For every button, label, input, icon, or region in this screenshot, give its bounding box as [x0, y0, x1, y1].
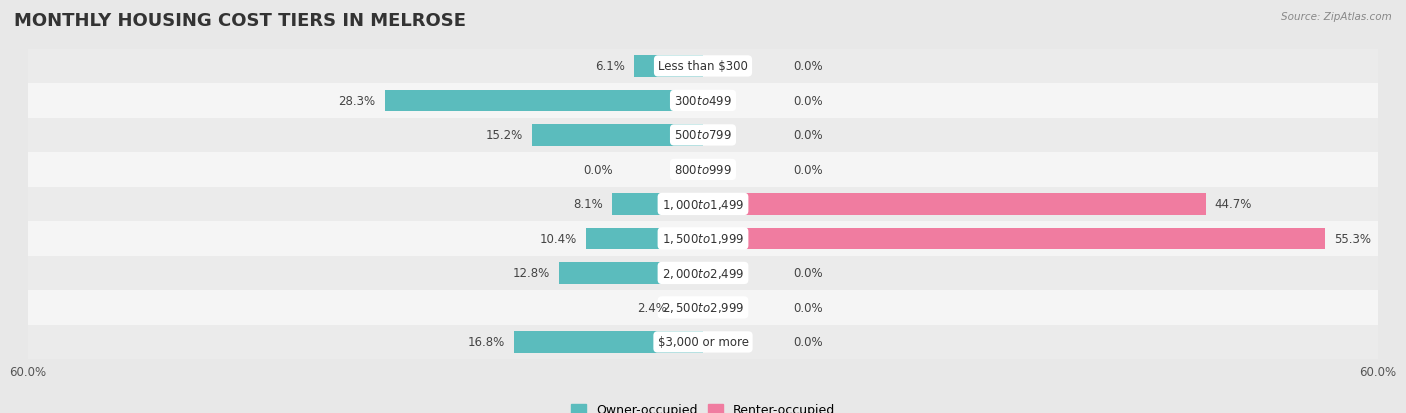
Bar: [586, 228, 703, 249]
Text: $500 to $799: $500 to $799: [673, 129, 733, 142]
Text: 0.0%: 0.0%: [793, 301, 823, 314]
Bar: [531, 125, 703, 146]
Text: 2.4%: 2.4%: [637, 301, 666, 314]
Bar: [28, 153, 1378, 187]
Bar: [28, 119, 1378, 153]
Text: 0.0%: 0.0%: [793, 129, 823, 142]
Text: 10.4%: 10.4%: [540, 233, 576, 245]
Text: 8.1%: 8.1%: [574, 198, 603, 211]
Text: 0.0%: 0.0%: [793, 164, 823, 176]
Bar: [28, 84, 1378, 119]
Text: $2,000 to $2,499: $2,000 to $2,499: [662, 266, 744, 280]
Text: 28.3%: 28.3%: [339, 95, 375, 108]
Bar: [515, 331, 703, 353]
Bar: [28, 50, 1378, 84]
Text: 16.8%: 16.8%: [468, 336, 505, 349]
Text: $3,000 or more: $3,000 or more: [658, 336, 748, 349]
Bar: [28, 325, 1378, 359]
Text: 0.0%: 0.0%: [583, 164, 613, 176]
Text: 0.0%: 0.0%: [793, 95, 823, 108]
Text: Source: ZipAtlas.com: Source: ZipAtlas.com: [1281, 12, 1392, 22]
Text: MONTHLY HOUSING COST TIERS IN MELROSE: MONTHLY HOUSING COST TIERS IN MELROSE: [14, 12, 465, 30]
Text: $2,500 to $2,999: $2,500 to $2,999: [662, 301, 744, 315]
Text: Less than $300: Less than $300: [658, 60, 748, 73]
Text: $1,500 to $1,999: $1,500 to $1,999: [662, 232, 744, 246]
Bar: [560, 263, 703, 284]
Bar: [28, 256, 1378, 290]
Bar: [634, 56, 703, 78]
Bar: [703, 194, 1206, 215]
Text: $1,000 to $1,499: $1,000 to $1,499: [662, 197, 744, 211]
Text: 6.1%: 6.1%: [596, 60, 626, 73]
Bar: [612, 194, 703, 215]
Bar: [28, 222, 1378, 256]
Text: 12.8%: 12.8%: [513, 267, 550, 280]
Text: $800 to $999: $800 to $999: [673, 164, 733, 176]
Bar: [385, 90, 703, 112]
Bar: [28, 290, 1378, 325]
Text: 55.3%: 55.3%: [1334, 233, 1371, 245]
Text: 15.2%: 15.2%: [486, 129, 523, 142]
Bar: [28, 187, 1378, 222]
Text: $300 to $499: $300 to $499: [673, 95, 733, 108]
Text: 0.0%: 0.0%: [793, 60, 823, 73]
Bar: [676, 297, 703, 318]
Text: 0.0%: 0.0%: [793, 336, 823, 349]
Text: 0.0%: 0.0%: [793, 267, 823, 280]
Bar: [703, 228, 1324, 249]
Text: 44.7%: 44.7%: [1215, 198, 1253, 211]
Legend: Owner-occupied, Renter-occupied: Owner-occupied, Renter-occupied: [567, 398, 839, 413]
